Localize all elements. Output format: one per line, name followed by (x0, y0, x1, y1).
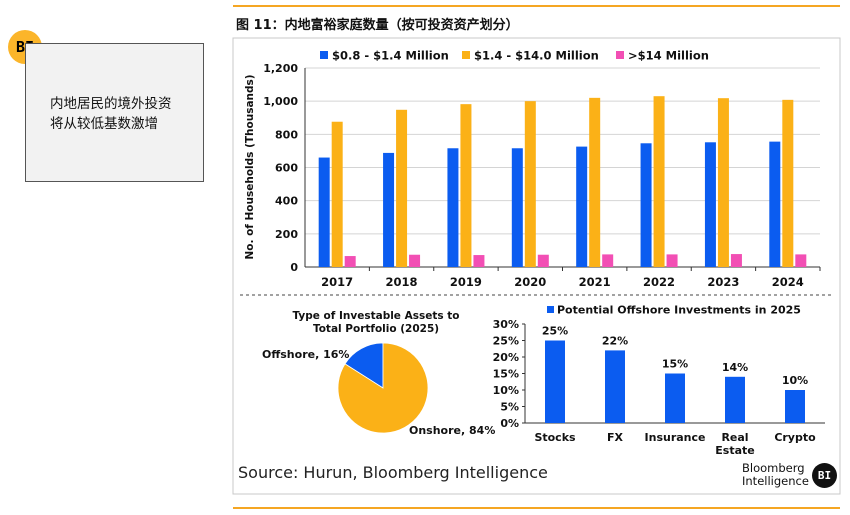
data-label: 14% (722, 361, 748, 374)
pie-title: Type of Investable Assets to (293, 310, 460, 322)
pie-label-onshore: Onshore, 84% (409, 424, 495, 437)
bar-high (730, 254, 742, 267)
bar-low (447, 148, 459, 267)
legend-swatch (320, 51, 328, 59)
legend2-label: Potential Offshore Investments in 2025 (557, 304, 801, 317)
data-label: 15% (662, 358, 688, 371)
offshore-bar (725, 376, 745, 423)
legend2-swatch (547, 306, 554, 313)
offshore-bar (785, 390, 805, 423)
bar-low (576, 146, 588, 267)
y2-tick-label: 25% (493, 335, 519, 348)
y2-tick-label: 5% (500, 401, 519, 414)
legend-label: $0.8 - $1.4 Million (332, 49, 449, 63)
x2-tick-label: Stocks (534, 431, 576, 444)
x2-tick-label: Estate (715, 444, 754, 457)
x-tick-label: 2019 (450, 275, 482, 289)
pie-label-offshore: Offshore, 16% (262, 348, 349, 361)
bar-high (795, 254, 807, 267)
legend-label: >$14 Million (628, 49, 709, 63)
legend-label: $1.4 - $14.0 Million (474, 49, 599, 63)
callout-line: 将从较低基数激增 (50, 116, 158, 132)
footer-bi-logo: BI (812, 463, 837, 488)
x-tick-label: 2024 (772, 275, 804, 289)
bar-high (602, 254, 614, 267)
pie-slice-offshore (344, 342, 384, 389)
chart-frame (232, 37, 841, 495)
bar-mid (653, 96, 665, 267)
x2-tick-label: Real (721, 431, 748, 444)
x-tick-label: 2020 (514, 275, 546, 289)
offshore-bar (605, 350, 625, 423)
bar-low (640, 143, 652, 267)
source-note: Source: Hurun, Bloomberg Intelligence (238, 463, 548, 482)
y-tick-label: 800 (275, 128, 298, 141)
y2-tick-label: 0% (500, 417, 519, 430)
top-rule (233, 5, 840, 7)
y-axis-title: No. of Households (Thousands) (244, 74, 256, 259)
footer-brand-line: Bloomberg (742, 461, 805, 475)
y-tick-label: 600 (275, 162, 298, 175)
footer-brand-line: Intelligence (742, 474, 809, 488)
bar-low (511, 148, 523, 267)
y-tick-label: 1,000 (263, 95, 298, 108)
bar-mid (589, 97, 601, 267)
bar-low (318, 157, 330, 267)
bar-mid (460, 104, 472, 267)
bar-high (537, 254, 549, 267)
data-label: 10% (782, 374, 808, 387)
y-tick-label: 400 (275, 195, 298, 208)
x2-tick-label: Insurance (645, 431, 706, 444)
bar-mid (782, 99, 794, 267)
data-label: 22% (602, 334, 628, 347)
y2-tick-label: 20% (493, 351, 519, 364)
bar-mid (717, 98, 729, 267)
x-tick-label: 2023 (707, 275, 739, 289)
y-tick-label: 200 (275, 228, 298, 241)
data-label: 25% (542, 325, 568, 338)
y-tick-label: 1,200 (263, 62, 298, 75)
footer-brand: Bloomberg Intelligence (742, 462, 809, 488)
offshore-bar (665, 373, 685, 423)
y2-tick-label: 10% (493, 384, 519, 397)
bar-mid (524, 101, 536, 268)
legend-swatch (616, 51, 624, 59)
bar-high (666, 254, 678, 267)
bar-high (409, 254, 421, 267)
y2-tick-label: 30% (493, 318, 519, 331)
figure-title: 图 11：内地富裕家庭数量（按可投资资产划分） (236, 18, 519, 33)
y2-tick-label: 15% (493, 368, 519, 381)
callout-line: 内地居民的境外投资 (50, 96, 172, 112)
callout-box: 内地居民的境外投资 将从较低基数激增 (25, 43, 204, 182)
bottom-rule (233, 507, 840, 509)
x-tick-label: 2022 (643, 275, 675, 289)
pie-slice-onshore (337, 342, 429, 434)
x2-tick-label: Crypto (774, 431, 816, 444)
bar-low (704, 142, 716, 267)
x2-tick-label: FX (607, 431, 624, 444)
pie-title: Total Portfolio (2025) (313, 323, 439, 335)
bar-mid (331, 121, 343, 267)
x-tick-label: 2021 (579, 275, 611, 289)
bar-mid (396, 109, 408, 267)
bar-low (383, 152, 395, 267)
bar-low (769, 141, 781, 267)
offshore-bar (545, 340, 565, 423)
bar-high (473, 255, 485, 267)
x-tick-label: 2018 (386, 275, 418, 289)
bar-high (344, 256, 356, 267)
x-tick-label: 2017 (321, 275, 353, 289)
y-tick-label: 0 (290, 261, 298, 274)
legend-swatch (462, 51, 470, 59)
